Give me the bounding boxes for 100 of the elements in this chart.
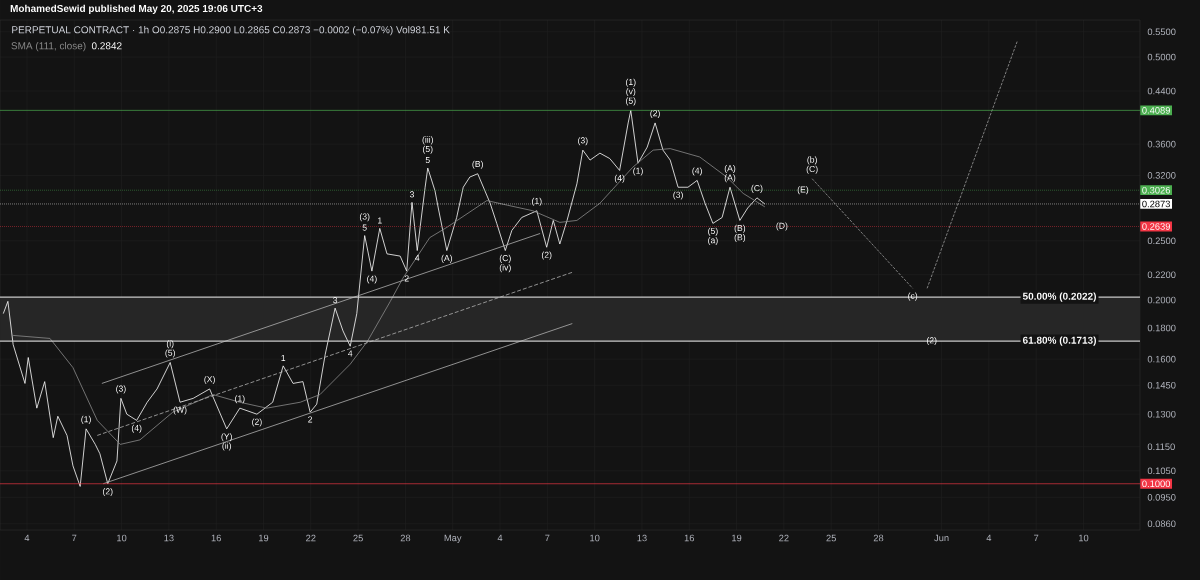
annotation: (2) [541,251,552,260]
annotation: (B) [734,234,746,243]
text: SMA (111, close) [11,42,86,52]
annotation: (iii) [422,136,433,145]
y-tick-label: 0.1050 [1147,467,1176,475]
annotation: (a) [708,236,718,246]
ref-line-label: 0.2639 [1142,223,1170,230]
annotation: (C) [499,254,511,263]
y-tick-label: 0.5000 [1147,53,1176,61]
annotation: 4 [415,254,420,261]
annotation: 1 [281,354,286,361]
x-tick-label: 22 [306,534,316,542]
x-tick-label: 19 [259,534,269,542]
annotation: (5) [165,349,175,358]
ref-line-label: 50.00% (0.2022) [1022,292,1096,302]
annotation: (W) [173,406,187,415]
annotation: 5 [425,157,430,164]
annotation: (4) [367,275,377,284]
annotation: 5 [362,224,367,231]
annotation: (A) [441,254,453,263]
annotation: 1 [378,217,382,224]
annotation: (X) [204,375,215,385]
annotation: (4) [131,424,142,433]
y-tick-label: 0.1150 [1147,443,1175,450]
annotation: (C) [751,184,763,193]
y-tick-label: 0.1600 [1147,355,1176,363]
annotation: (E) [797,186,809,195]
annotation: (b) [807,156,817,165]
x-tick-label: 25 [353,534,363,542]
y-tick-label: 0.1450 [1147,381,1176,389]
ref-line-label: 0.4089 [1142,107,1170,114]
annotation: (2) [103,488,113,497]
x-tick-label: 10 [590,534,600,542]
x-tick-label: 7 [72,534,77,542]
ref-line-label: 0.2873 [1142,200,1170,208]
y-tick-label: 0.0860 [1147,520,1176,528]
x-tick-label: 10 [117,534,127,542]
annotation: 2 [404,275,409,282]
text: PERPETUAL CONTRACT · 1h O0.2875 H0.2900 L0.2865 C0.2873 −0.0002 (−0.07%) Vol981.51 K [12,26,450,36]
annotation: (i) [166,340,174,349]
annotation: (B) [472,160,483,169]
y-tick-label: 0.4400 [1147,87,1176,95]
y-tick-label: 0.1800 [1147,324,1176,332]
x-tick-label: 28 [400,534,411,542]
annotation: (3) [359,213,370,222]
y-tick-label: 0.3600 [1147,140,1176,148]
chart-title: MohamedSewid published May 20, 2025 19:06 UTC+3 [10,4,263,14]
y-tick-label: 0.2200 [1147,271,1176,279]
annotation: (2) [252,418,262,427]
x-tick-label: Jun [934,534,949,542]
x-tick-label: 16 [211,534,221,542]
annotation: (2) [650,109,660,118]
annotation: 3 [333,297,338,304]
annotation: 2 [308,416,313,423]
annotation: (5) [423,145,433,154]
annotation: (ii) [222,442,231,451]
annotation: (1) [626,78,636,87]
annotation: (5) [626,97,636,106]
y-tick-label: 0.5500 [1147,28,1176,36]
y-tick-label: 0.2500 [1147,237,1176,245]
x-tick-label: 22 [779,534,789,542]
x-tick-label: 13 [637,534,647,542]
annotation: (3) [673,191,683,200]
annotation: (v) [626,88,636,97]
annotation: (A) [724,174,736,183]
annotation: 3 [409,191,415,198]
y-tick-label: 0.3200 [1147,172,1176,179]
ref-line-label: 61.80% (0.1713) [1022,336,1096,346]
x-tick-label: 7 [545,534,550,542]
annotation: (1) [633,167,643,176]
x-tick-label: 4 [497,534,503,542]
annotation: 4 [348,350,353,357]
annotation: (C) [806,165,818,174]
annotation: 0.2842 [91,42,122,50]
annotation: (iv) [499,264,511,273]
annotation: (c) [908,292,918,301]
annotation: (1) [532,197,542,206]
annotation: (A) [724,164,736,173]
x-tick-label: 4 [986,534,992,542]
annotation: (4) [614,174,625,183]
x-tick-label: 19 [732,534,742,542]
annotation: (1) [81,415,91,424]
annotation: (5) [708,227,718,236]
x-tick-label: 13 [164,534,174,542]
ref-line-label: 0.1000 [1142,480,1171,488]
y-tick-label: 0.0950 [1147,494,1176,501]
annotation: (Y) [221,433,232,442]
x-tick-label: May [444,534,462,544]
x-tick-label: 28 [873,534,884,542]
annotation: (1) [235,395,245,404]
annotation: (D) [776,222,788,231]
annotation: (B) [734,224,746,233]
ref-line-label: 0.3026 [1142,186,1170,194]
x-tick-label: 16 [684,534,695,542]
annotation: (3) [116,385,126,394]
annotation: (2) [926,337,937,346]
x-tick-label: 7 [1034,534,1039,542]
annotation: (4) [692,167,702,176]
annotation: (3) [578,137,588,146]
x-tick-label: 10 [1079,534,1089,542]
